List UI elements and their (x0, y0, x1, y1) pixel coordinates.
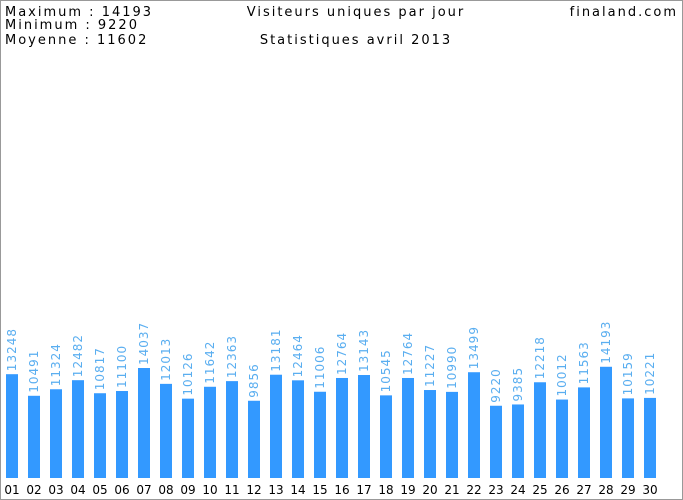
bar (534, 382, 546, 478)
x-tick-label: 27 (576, 483, 591, 497)
x-tick-label: 24 (510, 483, 525, 497)
x-tick-label: 15 (312, 483, 327, 497)
bar (578, 387, 590, 478)
bar (28, 395, 40, 478)
value-label: 14193 (599, 321, 613, 364)
bar (380, 395, 392, 478)
x-tick-label: 18 (378, 483, 393, 497)
value-label: 9385 (511, 367, 525, 402)
bar (292, 380, 304, 478)
x-tick-label: 05 (92, 483, 107, 497)
x-tick-label: 11 (224, 483, 239, 497)
value-label: 11006 (313, 346, 327, 389)
value-label: 11642 (203, 341, 217, 384)
chart-title: Visiteurs uniques par jour (247, 5, 466, 20)
bar (248, 400, 260, 478)
bar (490, 405, 502, 478)
bar (50, 389, 62, 478)
value-label: 10159 (621, 352, 635, 395)
x-tick-label: 03 (48, 483, 63, 497)
x-tick-label: 25 (532, 483, 547, 497)
bar (556, 399, 568, 478)
bar (182, 398, 194, 478)
bar (226, 381, 238, 478)
value-label: 10545 (379, 349, 393, 392)
x-tick-label: 14 (290, 483, 305, 497)
x-tick-label: 08 (158, 483, 173, 497)
x-tick-label: 02 (26, 483, 41, 497)
bar (600, 366, 612, 478)
value-label: 10126 (181, 352, 195, 395)
value-label: 12764 (401, 332, 415, 375)
bar (94, 393, 106, 478)
x-tick-label: 23 (488, 483, 503, 497)
x-tick-label: 22 (466, 483, 481, 497)
x-tick-label: 04 (70, 483, 85, 497)
site-name: finaland.com (570, 5, 678, 20)
x-tick-label: 07 (136, 483, 151, 497)
value-label: 11227 (423, 344, 437, 387)
bar (72, 380, 84, 478)
value-label: 13143 (357, 329, 371, 372)
stat-max: Maximum : 14193 (5, 5, 153, 20)
bar (468, 372, 480, 478)
value-label: 10012 (555, 353, 569, 396)
value-label: 12464 (291, 334, 305, 377)
value-label: 13499 (467, 326, 481, 369)
bar (622, 398, 634, 478)
chart-subtitle: Statistiques avril 2013 (260, 33, 452, 48)
x-tick-label: 06 (114, 483, 129, 497)
value-label: 9220 (489, 368, 503, 403)
value-label: 12013 (159, 338, 173, 381)
value-label: 12482 (71, 334, 85, 377)
x-tick-label: 01 (4, 483, 19, 497)
value-label: 13248 (5, 328, 19, 371)
bar (512, 404, 524, 478)
value-label: 12218 (533, 336, 547, 379)
x-tick-label: 20 (422, 483, 437, 497)
value-label: 11563 (577, 341, 591, 384)
x-tick-label: 21 (444, 483, 459, 497)
bar (644, 397, 656, 478)
bar (336, 377, 348, 478)
value-label: 10491 (27, 350, 41, 393)
x-tick-label: 29 (620, 483, 635, 497)
bar (138, 368, 150, 478)
x-tick-label: 09 (180, 483, 195, 497)
bar (204, 386, 216, 478)
value-label: 10221 (643, 352, 657, 395)
bar (446, 391, 458, 478)
x-tick-label: 19 (400, 483, 415, 497)
bar (270, 374, 282, 478)
x-tick-label: 16 (334, 483, 349, 497)
value-label: 11324 (49, 343, 63, 386)
x-tick-label: 17 (356, 483, 371, 497)
value-label: 10990 (445, 346, 459, 389)
stat-min: Minimum : 9220 (5, 18, 139, 33)
x-tick-label: 13 (268, 483, 283, 497)
x-tick-label: 10 (202, 483, 217, 497)
value-label: 14037 (137, 322, 151, 365)
stat-avg: Moyenne : 11602 (5, 33, 148, 48)
bar (402, 377, 414, 478)
x-tick-label: 26 (554, 483, 569, 497)
bar (160, 383, 172, 478)
x-tick-label: 28 (598, 483, 613, 497)
bar (116, 391, 128, 478)
value-label: 13181 (269, 329, 283, 372)
bar (314, 391, 326, 478)
bar (358, 375, 370, 478)
x-tick-label: 30 (642, 483, 657, 497)
value-label: 12363 (225, 335, 239, 378)
bar (424, 390, 436, 478)
value-label: 10817 (93, 347, 107, 390)
x-tick-label: 12 (246, 483, 261, 497)
value-label: 12764 (335, 332, 349, 375)
value-label: 11100 (115, 345, 129, 388)
value-label: 9856 (247, 363, 261, 398)
bar (6, 374, 18, 478)
